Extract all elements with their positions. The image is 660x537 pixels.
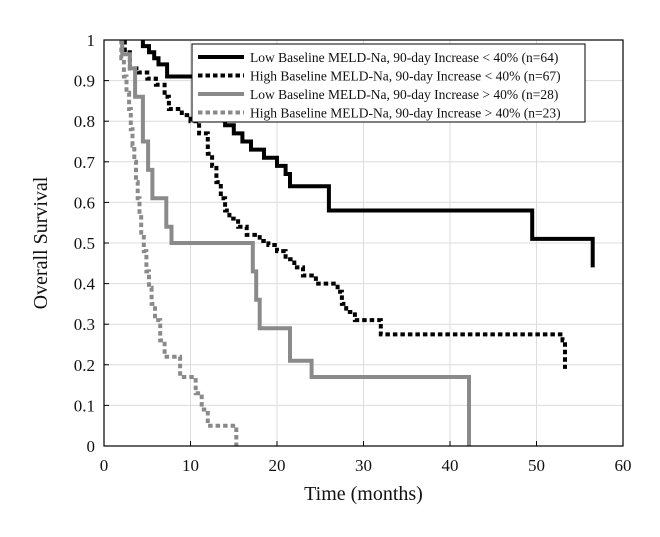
survival-curve-3 [120,40,471,446]
series-layer [119,40,595,446]
y-tick-label: 0.4 [74,275,96,294]
survival-curve-4 [119,40,239,446]
y-tick-label: 0 [87,437,96,456]
y-tick-label: 0.7 [74,153,96,172]
y-tick-label: 0.9 [74,72,95,91]
survival-curve-1 [140,40,595,268]
x-tick-label: 50 [528,456,545,475]
survival-curve-2 [122,40,567,369]
legend-box [191,43,586,123]
x-tick-label: 40 [442,456,459,475]
y-tick-label: 0.3 [74,315,95,334]
x-tick-label: 30 [355,456,372,475]
legend-entry: High Baseline MELD-Na, 90-day Increase >… [250,106,561,121]
x-tick-label: 20 [269,456,286,475]
x-tick-label: 0 [100,456,109,475]
legend-entry: High Baseline MELD-Na, 90-day Increase <… [250,69,561,84]
axis-ticks: 0 10 20 30 40 50 60 0 0.1 0.2 0.3 0.4 0.5 0.6 0.7 0.8 0.… [74,31,632,475]
x-axis-label: Time (months) [304,483,423,505]
legend: Low Baseline MELD-Na, 90-day Increase < … [191,43,586,123]
legend-entry: Low Baseline MELD-Na, 90-day Increase < … [250,50,558,65]
y-tick-label: 0.8 [74,112,95,131]
y-tick-label: 0.5 [74,234,95,253]
y-axis-label: Overall Survival [30,176,52,309]
y-tick-label: 1 [87,31,96,50]
x-tick-label: 10 [182,456,199,475]
legend-entry: Low Baseline MELD-Na, 90-day Increase > … [250,87,558,102]
x-tick-label: 60 [615,456,632,475]
y-tick-label: 0.2 [74,356,95,375]
y-tick-label: 0.1 [74,396,95,415]
y-tick-label: 0.6 [74,193,95,212]
